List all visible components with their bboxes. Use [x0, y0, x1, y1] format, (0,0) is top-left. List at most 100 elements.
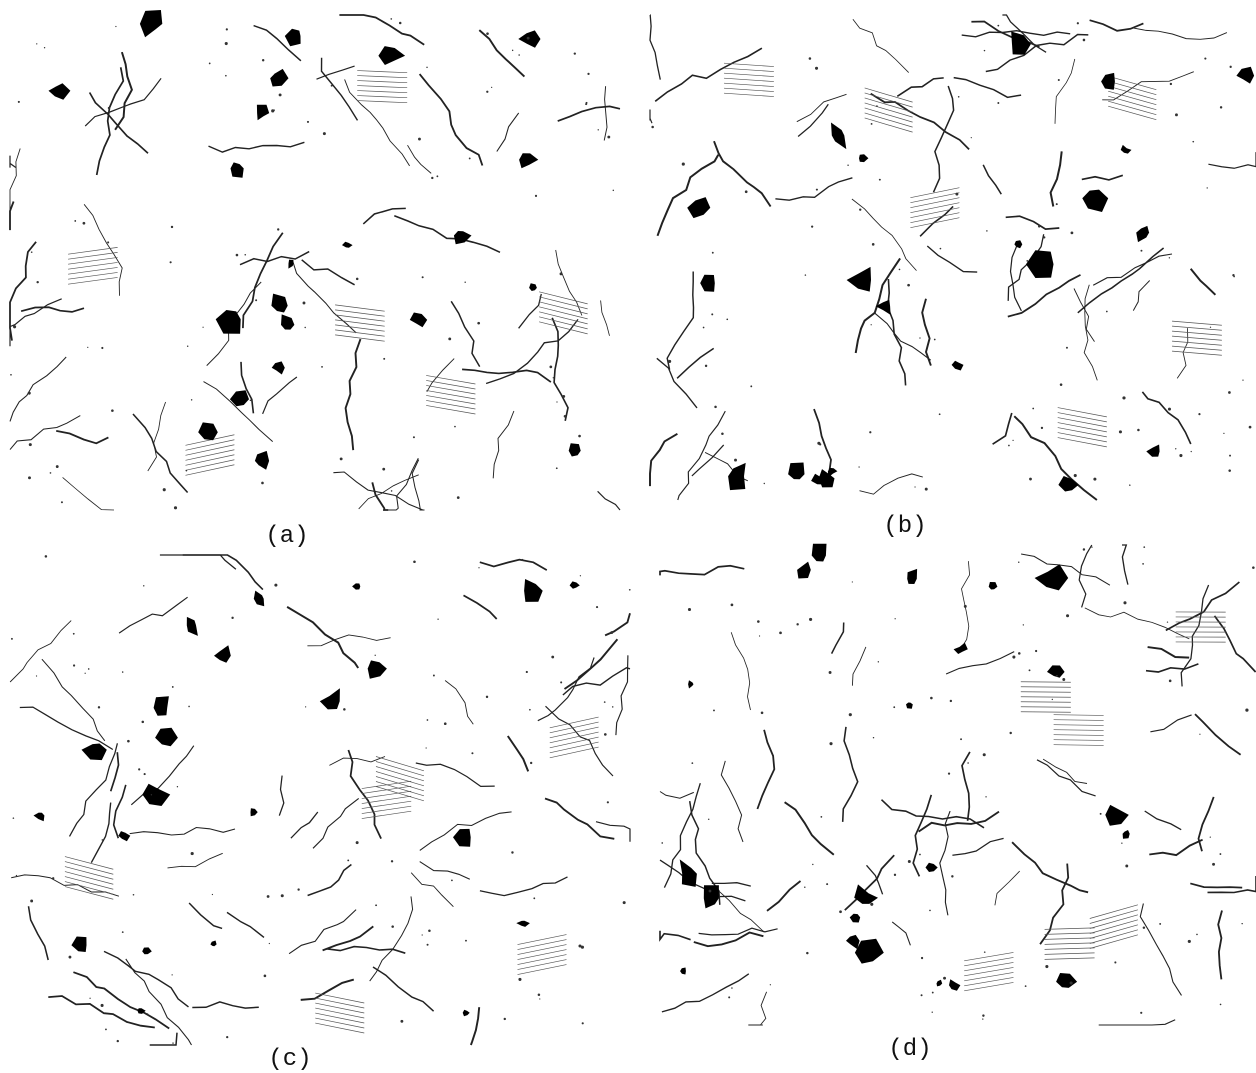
lamella	[1057, 422, 1107, 433]
speckle	[562, 394, 566, 398]
lamella	[539, 306, 588, 320]
grain-boundary	[88, 92, 149, 154]
speckle	[986, 230, 988, 232]
speckle	[451, 879, 453, 882]
speckle	[1059, 383, 1063, 386]
lamella	[517, 934, 567, 945]
speckle	[1024, 985, 1027, 988]
grain-boundary	[1013, 415, 1098, 501]
lamella	[361, 790, 412, 799]
lamella	[335, 334, 385, 342]
speckle	[829, 742, 833, 746]
speckle	[1118, 430, 1122, 434]
speckle	[578, 434, 581, 438]
grain-boundary	[312, 797, 360, 849]
lamella	[1108, 80, 1157, 96]
dark-phase	[854, 938, 884, 964]
grain-boundary	[545, 705, 614, 777]
speckle	[468, 157, 471, 160]
grain-boundary	[419, 811, 512, 851]
grain-boundary	[278, 775, 285, 816]
grain-boundary	[132, 413, 189, 494]
speckle	[375, 904, 378, 907]
grain-boundary	[112, 784, 127, 839]
speckle	[44, 555, 48, 558]
speckle	[907, 859, 911, 863]
grain-boundary	[418, 73, 484, 166]
lamella	[1053, 729, 1104, 731]
dark-phase	[142, 783, 171, 806]
speckle	[432, 674, 435, 677]
grain-boundary	[344, 338, 362, 451]
speckle	[579, 575, 582, 577]
speckle	[225, 74, 227, 77]
dark-phase	[342, 241, 353, 248]
speckle	[521, 558, 524, 561]
grain-boundary	[537, 657, 595, 722]
dark-phase	[1082, 189, 1109, 212]
dark-phase	[907, 568, 918, 584]
grain-boundary	[698, 927, 778, 936]
speckle	[477, 321, 481, 325]
lamella	[910, 202, 960, 214]
grain-boundary	[1144, 810, 1182, 831]
grain-boundary	[147, 401, 166, 472]
lamella	[910, 212, 960, 224]
speckle	[819, 443, 822, 446]
speckle	[578, 944, 582, 948]
speckle	[1232, 274, 1235, 277]
grain-boundary	[1007, 274, 1081, 318]
speckle	[859, 208, 862, 211]
lamella	[68, 247, 118, 255]
speckle	[138, 768, 141, 771]
speckle	[1009, 731, 1012, 735]
lamella	[1171, 320, 1222, 326]
grain-boundary	[419, 861, 471, 880]
lamella	[539, 296, 588, 310]
lamella	[549, 726, 599, 739]
lamella	[357, 95, 408, 99]
grain-boundary	[1149, 838, 1203, 857]
speckle	[549, 365, 553, 369]
lamella	[539, 321, 588, 335]
speckle	[74, 220, 77, 222]
speckle	[1082, 548, 1086, 551]
speckle	[1175, 113, 1178, 117]
speckle	[858, 466, 860, 468]
lamella	[335, 314, 385, 322]
lamella	[1053, 724, 1104, 726]
speckle	[726, 318, 729, 321]
speckle	[711, 313, 714, 316]
lamella	[1053, 744, 1104, 746]
speckle	[35, 675, 38, 677]
grain-boundary	[1197, 796, 1215, 852]
speckle	[1069, 981, 1073, 985]
lamella	[723, 77, 774, 82]
speckle	[10, 373, 12, 376]
speckle	[808, 57, 812, 60]
speckle	[815, 188, 818, 191]
dark-phase	[118, 831, 131, 842]
grain-boundary	[730, 632, 751, 711]
speckle	[1206, 187, 1208, 189]
speckle	[713, 709, 715, 712]
dark-phase	[153, 696, 169, 716]
speckle	[563, 415, 567, 418]
speckle	[162, 488, 166, 492]
speckle	[534, 194, 538, 197]
dark-phase	[703, 885, 719, 909]
speckle	[809, 617, 813, 622]
dark-phase	[925, 862, 938, 872]
lamella	[185, 459, 235, 471]
speckle	[1140, 1011, 1143, 1014]
lamella	[185, 444, 235, 456]
grain-boundary	[41, 658, 106, 742]
grain-boundary	[203, 381, 274, 442]
lamella	[375, 756, 425, 772]
grain-boundary	[961, 751, 971, 821]
grain-boundary	[919, 205, 954, 237]
speckle	[224, 42, 228, 46]
speckle	[1070, 231, 1074, 235]
speckle	[839, 910, 842, 914]
